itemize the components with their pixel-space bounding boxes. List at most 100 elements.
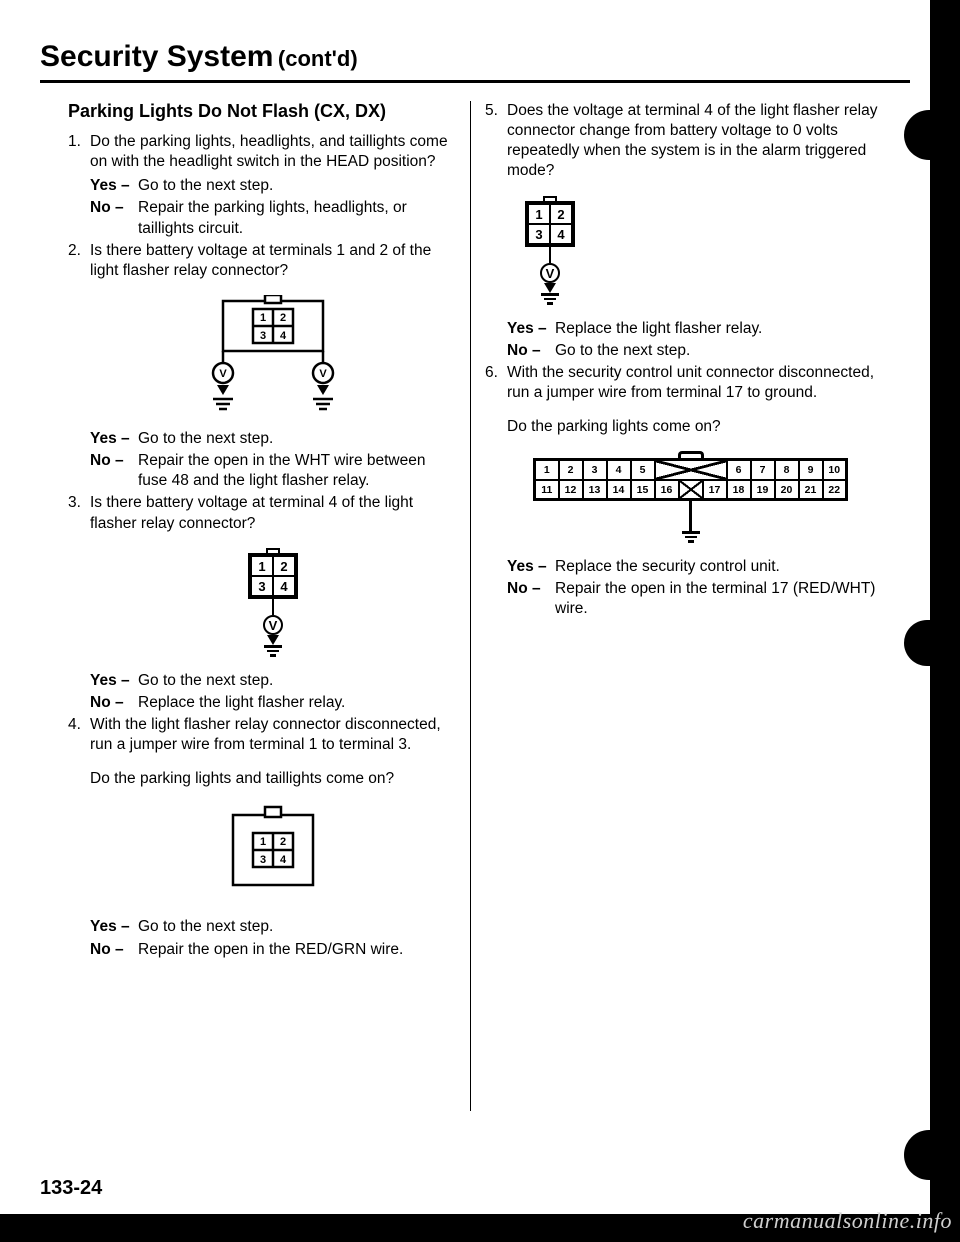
- probe-stem: [549, 247, 552, 263]
- step-number: 5.: [485, 101, 507, 182]
- columns: Parking Lights Do Not Flash (CX, DX) 1. …: [40, 101, 910, 1111]
- pin: 1: [535, 460, 559, 480]
- step-1-no: No – Repair the parking lights, headligh…: [90, 198, 456, 238]
- step-number: 3.: [68, 493, 90, 533]
- pin: 19: [751, 480, 775, 500]
- svg-text:V: V: [319, 368, 327, 380]
- step-6: 6. With the security control unit connec…: [485, 363, 890, 403]
- step-6-yes: Yes – Replace the security control unit.: [507, 557, 890, 577]
- svg-text:3: 3: [260, 330, 266, 342]
- page-title-suffix: (cont'd): [278, 46, 358, 71]
- step-5-no: No – Go to the next step.: [507, 341, 890, 361]
- no-label: No –: [90, 451, 138, 491]
- step-2-no: No – Repair the open in the WHT wire bet…: [90, 451, 456, 491]
- svg-text:2: 2: [280, 312, 286, 324]
- yes-label: Yes –: [90, 917, 138, 937]
- no-text: Repair the open in the WHT wire between …: [138, 451, 456, 491]
- probe-stem: [272, 599, 275, 615]
- pin: 3: [528, 224, 550, 244]
- ground-icon: [682, 529, 700, 543]
- yes-label: Yes –: [507, 319, 555, 339]
- pin: 16: [655, 480, 679, 500]
- step-6-follow: Do the parking lights come on?: [507, 417, 890, 437]
- step-number: 1.: [68, 132, 90, 172]
- voltmeter-icon: V: [263, 615, 283, 635]
- pin: 14: [607, 480, 631, 500]
- figure-wide-connector: 1 2 3 4 5 6 7 8 9 10: [491, 451, 890, 543]
- connector-22pin: 1 2 3 4 5 6 7 8 9 10: [533, 451, 848, 543]
- no-text: Repair the open in the RED/GRN wire.: [138, 940, 456, 960]
- right-column: 5. Does the voltage at terminal 4 of the…: [470, 101, 900, 1111]
- step-6-no: No – Repair the open in the terminal 17 …: [507, 579, 890, 619]
- svg-text:3: 3: [260, 854, 266, 866]
- probe-stem: [689, 501, 692, 531]
- no-label: No –: [90, 693, 138, 713]
- step-text: Does the voltage at terminal 4 of the li…: [507, 101, 890, 182]
- pin: 18: [727, 480, 751, 500]
- step-text: With the security control unit connector…: [507, 363, 890, 403]
- yes-text: Go to the next step.: [138, 671, 456, 691]
- svg-text:V: V: [219, 368, 227, 380]
- yes-label: Yes –: [90, 176, 138, 196]
- pin: 22: [823, 480, 847, 500]
- step-3-yes: Yes – Go to the next step.: [90, 671, 456, 691]
- binder-tab: [904, 1130, 946, 1180]
- pin: 2: [559, 460, 583, 480]
- step-text: Is there battery voltage at terminal 4 o…: [90, 493, 456, 533]
- step-4: 4. With the light flasher relay connecto…: [68, 715, 456, 755]
- title-area: Security System (cont'd): [40, 40, 910, 74]
- page-title: Security System: [40, 40, 273, 73]
- yes-label: Yes –: [90, 671, 138, 691]
- pin: 21: [799, 480, 823, 500]
- pin: 4: [607, 460, 631, 480]
- step-2: 2. Is there battery voltage at terminals…: [68, 241, 456, 281]
- pin: 9: [799, 460, 823, 480]
- yes-label: Yes –: [507, 557, 555, 577]
- title-rule: [40, 80, 910, 83]
- step-5-yes: Yes – Replace the light flasher relay.: [507, 319, 890, 339]
- yes-text: Go to the next step.: [138, 429, 456, 449]
- no-label: No –: [90, 940, 138, 960]
- pin: 1: [251, 556, 273, 576]
- binder-tab: [904, 620, 946, 666]
- yes-text: Go to the next step.: [138, 176, 456, 196]
- no-label: No –: [507, 341, 555, 361]
- pin: 4: [550, 224, 572, 244]
- pin: 8: [775, 460, 799, 480]
- pin: 11: [535, 480, 559, 500]
- step-number: 4.: [68, 715, 90, 755]
- figure-connector-single-probe: 12 34 V: [90, 548, 456, 657]
- pin-blank: [655, 460, 727, 480]
- page: Security System (cont'd) Parking Lights …: [40, 40, 910, 1200]
- ground-icon: [541, 291, 559, 305]
- subheading: Parking Lights Do Not Flash (CX, DX): [68, 101, 456, 122]
- step-2-yes: Yes – Go to the next step.: [90, 429, 456, 449]
- yes-text: Go to the next step.: [138, 917, 456, 937]
- pin: 3: [583, 460, 607, 480]
- connector-4pin: 12 34: [248, 553, 298, 599]
- pin: 2: [550, 204, 572, 224]
- step-4-yes: Yes – Go to the next step.: [90, 917, 456, 937]
- step-1-yes: Yes – Go to the next step.: [90, 176, 456, 196]
- step-text: Do the parking lights, headlights, and t…: [90, 132, 456, 172]
- left-column: Parking Lights Do Not Flash (CX, DX) 1. …: [40, 101, 470, 1111]
- pin: 15: [631, 480, 655, 500]
- pin: 12: [559, 480, 583, 500]
- svg-text:2: 2: [280, 836, 286, 848]
- pin: 5: [631, 460, 655, 480]
- no-text: Repair the parking lights, headlights, o…: [138, 198, 456, 238]
- pin: 3: [251, 576, 273, 596]
- yes-label: Yes –: [90, 429, 138, 449]
- connector-diagram-icon: 1 2 3 4 V V: [183, 295, 363, 415]
- step-text: Is there battery voltage at terminals 1 …: [90, 241, 456, 281]
- step-4-follow: Do the parking lights and taillights com…: [90, 769, 456, 789]
- step-5: 5. Does the voltage at terminal 4 of the…: [485, 101, 890, 182]
- connector-4pin: 12 34: [525, 201, 575, 247]
- step-3-no: No – Replace the light flasher relay.: [90, 693, 456, 713]
- pin: 2: [273, 556, 295, 576]
- watermark: carmanualsonline.info: [743, 1208, 952, 1234]
- pin: 10: [823, 460, 847, 480]
- svg-text:1: 1: [260, 836, 266, 848]
- svg-text:1: 1: [260, 312, 266, 324]
- binder-tab: [904, 110, 946, 160]
